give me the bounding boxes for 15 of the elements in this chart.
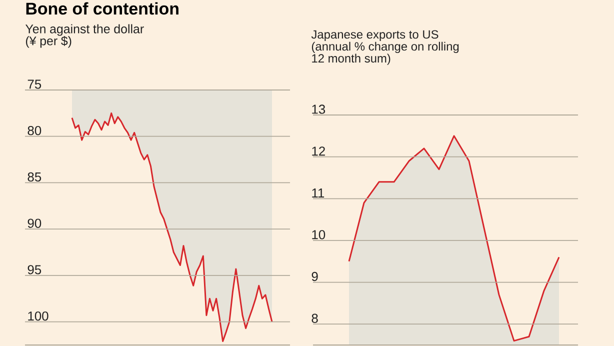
- chart-subtitle: Yen against the dollar (¥ per $): [25, 24, 144, 48]
- chart-title: Bone of contention: [26, 2, 178, 15]
- y-tick-label: 13: [312, 104, 326, 114]
- y-tick-label: 100: [28, 311, 48, 321]
- y-tick-label: 80: [28, 126, 42, 136]
- y-tick-label: 95: [28, 265, 42, 274]
- y-tick-label: 10: [312, 230, 326, 240]
- y-tick-label: 9: [312, 272, 318, 282]
- y-tick-label: 11: [312, 188, 324, 198]
- y-tick-label: 12: [312, 146, 325, 156]
- y-tick-label: 75: [28, 80, 42, 89]
- y-tick-label: 85: [28, 172, 42, 182]
- y-tick-label: 90: [28, 218, 42, 228]
- chart-title: Japanese exports to US (annual % change on rolling 12 month sum): [311, 30, 459, 65]
- y-tick-label: 8: [312, 314, 318, 323]
